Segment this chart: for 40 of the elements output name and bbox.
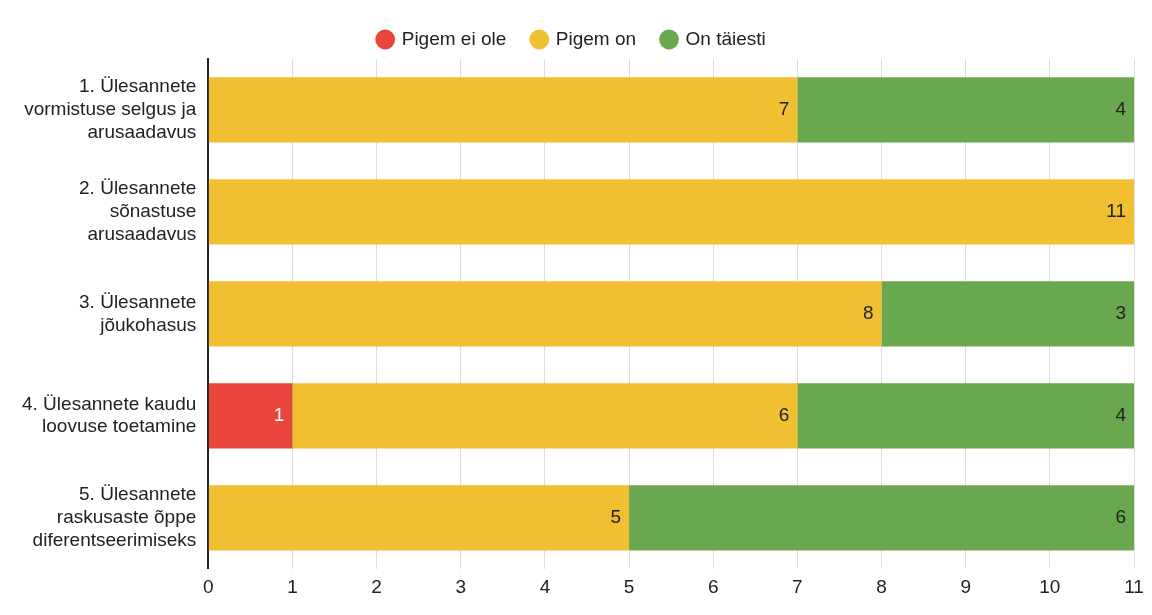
y-tick-label: 5. Ülesannete raskusaste õppe diferentseerimiseks — [32, 483, 197, 550]
bar — [881, 281, 1134, 347]
x-tick-label: 9 — [960, 576, 971, 598]
bar — [797, 383, 1134, 449]
bar — [208, 77, 798, 143]
x-tick-label: 11 — [1124, 576, 1144, 598]
y-tick-label: 4. Ülesannete kaudu loovuse toetamine — [22, 392, 197, 437]
data-label: 11 — [1106, 200, 1126, 222]
bar — [797, 77, 1134, 143]
y-tick-label: 1. Ülesannete vormistuse selgus ja arusaadavus — [24, 75, 197, 143]
data-label: 5 — [610, 506, 622, 528]
x-tick-label: 0 — [203, 576, 214, 598]
x-tick-label: 5 — [623, 576, 635, 598]
x-tick-label: 2 — [371, 576, 382, 598]
x-tick-label: 10 — [1039, 576, 1061, 598]
bar — [208, 485, 630, 551]
bar — [208, 383, 293, 449]
data-label: 8 — [862, 302, 874, 324]
bar — [208, 281, 882, 347]
data-label: 6 — [778, 404, 790, 426]
x-tick-label: 1 — [287, 576, 298, 598]
y-tick-label: 3. Ülesannete jõukohasus — [79, 290, 197, 335]
bar — [629, 485, 1134, 551]
data-label: 6 — [1115, 506, 1126, 528]
data-label: 1 — [273, 404, 285, 426]
data-label: 4 — [1115, 98, 1127, 120]
x-tick-label: 4 — [539, 576, 551, 598]
bar — [208, 179, 1134, 245]
legend-label: Pigem ei ole — [401, 27, 507, 49]
y-tick-label: 2. Ülesannete sõnastuse arusaadavus — [79, 177, 197, 244]
data-label: 7 — [778, 98, 790, 120]
data-label: 4 — [1115, 404, 1127, 426]
x-tick-label: 3 — [455, 576, 467, 598]
legend-label: Pigem on — [555, 27, 637, 49]
legend-label: On täiesti — [685, 27, 766, 49]
data-label: 3 — [1115, 302, 1126, 324]
x-tick-label: 8 — [876, 576, 887, 598]
bar — [292, 383, 798, 449]
x-tick-label: 6 — [707, 576, 719, 598]
x-tick-label: 7 — [792, 576, 803, 598]
